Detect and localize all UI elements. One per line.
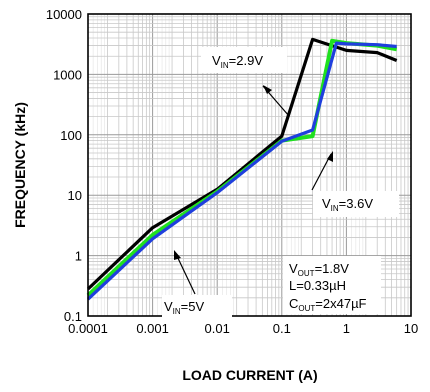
y-tick-label: 100 [60, 128, 82, 143]
grid [87, 14, 411, 317]
tick-labels: 0.0001 0.001 0.01 0.1 1 10 0.1 1 10 100 1000 10000 [46, 7, 418, 336]
series-line-vin-2.9v [86, 37, 398, 291]
annotation-vin-3.6-box [313, 191, 399, 217]
x-axis-title: LOAD CURRENT (A) [182, 367, 317, 383]
y-tick-label: 1 [75, 249, 82, 264]
y-tick-label: 1000 [53, 67, 82, 82]
condition-inductance: L=0.33µH [289, 278, 346, 293]
annotation-vin-2.9: VIN=2.9V [212, 53, 263, 70]
conditions-box [283, 256, 381, 314]
x-tick-label: 0.001 [136, 321, 169, 336]
annotation-vin-5: VIN=5V [164, 299, 204, 316]
plot-frame [87, 13, 412, 317]
series-line-vin-5v [86, 41, 397, 301]
x-tick-label: 0.1 [273, 321, 291, 336]
annotation-vin-2.9-box [201, 47, 287, 73]
annotation-vin-3.6-arrowhead [327, 151, 333, 162]
x-tick-label: 10 [404, 321, 418, 336]
y-tick-label: 0.1 [64, 309, 82, 324]
y-axis-title: FREQUENCY (kHz) [12, 102, 28, 228]
annotation-vin-2.9-arrowhead [263, 85, 272, 94]
y-tick-label: 10 [68, 188, 82, 203]
annotation-vin-3.6: VIN=3.6V [322, 196, 373, 213]
x-tick-label: 0.0001 [68, 321, 108, 336]
x-tick-label: 0.01 [205, 321, 230, 336]
y-tick-label: 10000 [46, 7, 82, 22]
condition-vout: VOUT=1.8V [289, 261, 349, 278]
series-lines [86, 37, 398, 301]
annotation-vin-3.6-arrow [311, 153, 332, 191]
annotation-vin-5-arrow [175, 253, 196, 295]
x-tick-label: 1 [343, 321, 350, 336]
annotation-vin-5-box [162, 295, 232, 319]
annotation-vin-5-arrowhead [174, 250, 181, 260]
condition-cout: COUT=2x47µF [289, 296, 367, 313]
